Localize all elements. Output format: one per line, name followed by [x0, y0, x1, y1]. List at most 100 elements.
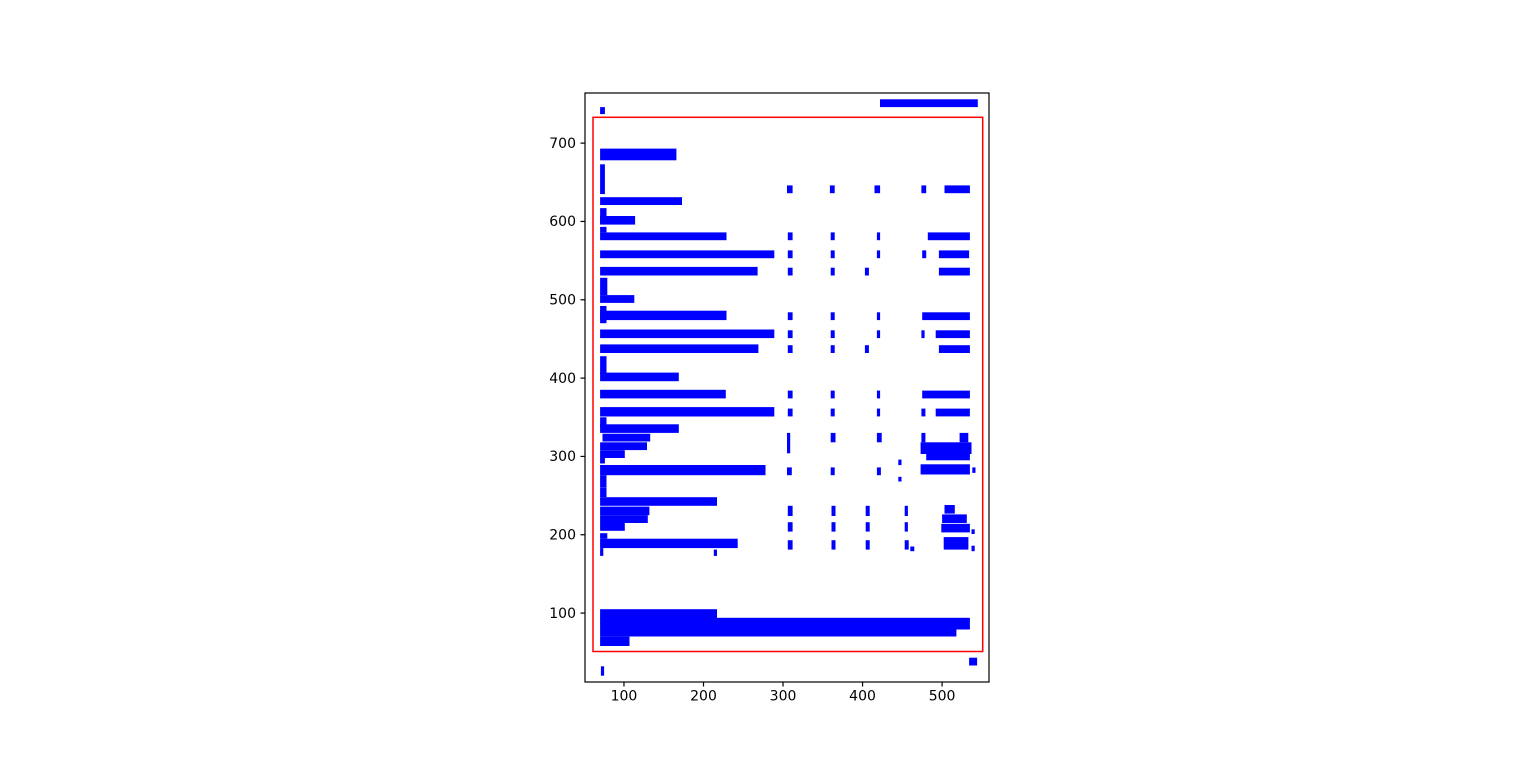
layout-box — [904, 505, 908, 516]
layout-box — [864, 345, 869, 353]
layout-box — [972, 467, 976, 473]
layout-box — [600, 232, 727, 241]
layout-box — [830, 390, 835, 399]
layout-box — [876, 408, 881, 417]
layout-box — [787, 467, 792, 476]
layout-box — [942, 514, 967, 523]
layout-box — [969, 657, 978, 666]
layout-box — [874, 185, 881, 194]
layout-box — [830, 250, 835, 259]
layout-box — [787, 267, 793, 276]
layout-box — [600, 197, 682, 205]
layout-box — [787, 250, 793, 259]
axes-spines — [584, 92, 990, 683]
layout-box — [787, 185, 793, 194]
layout-box — [938, 345, 970, 353]
layout-box — [830, 467, 835, 476]
x-tick-label: 300 — [770, 689, 797, 705]
layout-box — [787, 408, 793, 417]
layout-box — [600, 465, 766, 476]
y-tick-label: 600 — [549, 214, 576, 230]
layout-box — [829, 185, 835, 194]
x-tick-label: 400 — [849, 689, 876, 705]
layout-box — [600, 636, 630, 646]
layout-box — [921, 432, 926, 443]
layout-box — [926, 452, 970, 461]
layout-box — [876, 467, 881, 476]
layout-box — [904, 540, 909, 550]
layout-box — [600, 107, 605, 115]
y-tick-label: 100 — [549, 606, 576, 622]
y-tick-label: 500 — [549, 293, 576, 309]
layout-box — [600, 216, 636, 225]
layout-box — [600, 497, 717, 506]
layout-box — [921, 330, 925, 339]
layout-box — [600, 523, 625, 531]
y-tick-label: 400 — [549, 371, 576, 387]
layout-box — [922, 250, 927, 259]
layout-box — [898, 476, 902, 482]
layout-box — [787, 345, 793, 353]
x-tick-label: 500 — [929, 689, 956, 705]
layout-box — [600, 295, 635, 303]
layout-box — [831, 540, 836, 550]
layout-box — [600, 538, 738, 549]
layout-box — [830, 345, 835, 353]
layout-box — [600, 609, 717, 620]
layout-box — [600, 487, 607, 498]
layout-box — [600, 506, 650, 516]
layout-box — [876, 432, 882, 443]
layout-box — [787, 522, 793, 532]
layout-box — [971, 545, 975, 552]
layout-box — [876, 250, 881, 259]
layout-box — [600, 424, 679, 433]
layout-box — [944, 185, 970, 194]
layout-box — [830, 408, 835, 417]
layout-box — [898, 459, 902, 466]
x-tick-label: 200 — [690, 689, 717, 705]
layout-box — [600, 533, 608, 539]
layout-box — [971, 529, 975, 534]
layout-box — [876, 232, 881, 241]
x-tick-label: 100 — [611, 689, 638, 705]
layout-box — [864, 267, 869, 276]
layout-box — [943, 537, 969, 550]
layout-box — [600, 372, 679, 382]
layout-box — [830, 232, 835, 241]
layout-box — [904, 522, 908, 532]
layout-box — [787, 540, 793, 550]
layout-box — [935, 330, 970, 339]
layout-box — [787, 330, 793, 339]
layout-box — [713, 549, 717, 556]
layout-box — [959, 432, 969, 443]
layout-box — [876, 312, 881, 321]
layout-box — [941, 523, 970, 533]
layout-box — [600, 515, 648, 523]
y-tick-label: 700 — [549, 136, 576, 152]
layout-box — [600, 310, 727, 321]
layout-box — [920, 442, 972, 454]
layout-box — [787, 390, 793, 399]
layout-box — [600, 277, 608, 295]
layout-box — [600, 266, 758, 276]
layout-box — [910, 546, 915, 552]
layout-box — [922, 390, 970, 399]
layout-box — [600, 475, 607, 488]
layout-box — [921, 408, 926, 417]
layout-box — [865, 522, 870, 532]
layout-box — [831, 505, 836, 516]
y-tick-label: 200 — [549, 528, 576, 544]
layout-box — [600, 617, 970, 630]
layout-box — [787, 505, 793, 516]
layout-box — [865, 505, 870, 516]
layout-box — [600, 329, 775, 339]
layout-box — [920, 464, 970, 475]
layout-box — [830, 432, 836, 443]
layout-box — [600, 442, 647, 451]
layout-box — [600, 226, 607, 233]
layout-box — [600, 417, 607, 428]
layout-box — [830, 330, 835, 339]
layout-box — [600, 458, 605, 464]
